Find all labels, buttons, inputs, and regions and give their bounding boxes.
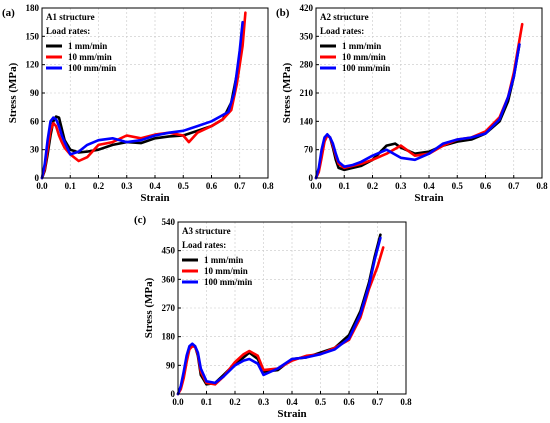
x-axis-title: Strain [277,408,306,420]
y-tick-label: 0 [35,173,40,183]
legend-label: 10 mm/min [342,52,386,62]
y-tick-label: 180 [26,3,40,13]
x-tick-label: 0.5 [178,181,190,191]
legend-label: 10 mm/min [68,52,112,62]
x-tick-label: 0.6 [206,181,218,191]
chart-panel-3: 0.0 0.1 0.2 0.3 0.4 0.5 0.6 0.7 0.8 0 90 180 270 360 4… [134,214,412,420]
structure-title: A2 structure [320,12,369,22]
legend-label: 1 mm/min [342,41,381,51]
y-tick-label: 140 [300,116,314,126]
legend-title: Load rates: [320,26,364,36]
chart-panel-2: 0.0 0.1 0.2 0.3 0.4 0.5 0.6 0.7 0.8 0 70 140 210 280 3… [276,3,548,204]
y-tick-label: 420 [300,3,314,13]
x-tick-label: 0.7 [372,397,384,407]
x-axis-title: Strain [140,192,169,204]
legend-title: Load rates: [46,26,90,36]
x-tick-label: 0.2 [229,397,241,407]
y-tick-label: 150 [26,31,40,41]
legend-label: 100 mm/min [342,63,390,73]
legend-label: 1 mm/min [204,255,243,265]
x-tick-label: 0.0 [36,181,48,191]
y-axis-title: Stress (MPa) [7,62,19,123]
structure-title: A1 structure [46,12,95,22]
x-axis-title: Strain [414,192,443,204]
panel-label: (b) [276,7,290,19]
x-tick-label: 0.5 [315,397,327,407]
y-tick-label: 350 [300,31,314,41]
x-tick-label: 0.3 [121,181,133,191]
x-tick-label: 0.4 [286,397,298,407]
legend-label: 1 mm/min [68,41,107,51]
x-tick-label: 0.1 [65,181,77,191]
legend-label: 100 mm/min [204,277,252,287]
panel-label: (a) [2,7,15,19]
x-tick-label: 0.4 [149,181,161,191]
y-tick-label: 450 [162,246,176,256]
structure-title: A3 structure [182,226,231,236]
x-tick-label: 0.8 [400,397,412,407]
x-tick-label: 0.7 [508,181,520,191]
legend-title: Load rates: [182,240,226,250]
y-tick-label: 210 [300,88,314,98]
x-tick-label: 0.5 [452,181,464,191]
y-tick-label: 120 [26,60,40,70]
y-tick-label: 70 [304,145,314,155]
x-tick-label: 0.2 [367,181,379,191]
series-line-3 [314,43,521,180]
y-axis-title: Stress (MPa) [281,62,293,123]
x-tick-label: 0.6 [480,181,492,191]
plot-frame [177,221,407,395]
y-tick-label: 60 [30,116,40,126]
series-line-3 [40,20,244,180]
y-tick-label: 280 [300,60,314,70]
y-tick-label: 30 [30,145,40,155]
chart-panel-1: 0.0 0.1 0.2 0.3 0.4 0.5 0.6 0.7 0.8 0 30 60 90 120 150… [2,3,274,204]
series-line-3 [176,236,382,396]
x-tick-label: 0.1 [201,397,213,407]
x-tick-label: 0.3 [395,181,407,191]
legend-label: 100 mm/min [68,63,116,73]
y-tick-label: 540 [162,217,176,227]
plot-frame [315,7,543,179]
series-line-2 [40,11,247,180]
y-tick-label: 0 [171,389,176,399]
panel-label: (c) [134,214,147,226]
x-tick-label: 0.4 [423,181,435,191]
legend-label: 10 mm/min [204,266,248,276]
x-tick-label: 0.3 [258,397,270,407]
x-tick-label: 0.6 [343,397,355,407]
x-tick-label: 0.7 [234,181,246,191]
x-tick-label: 0.0 [310,181,322,191]
x-tick-label: 0.0 [172,397,184,407]
y-tick-label: 270 [162,303,176,313]
x-tick-label: 0.1 [339,181,351,191]
plot-frame [41,7,269,179]
y-tick-label: 90 [166,360,176,370]
x-tick-label: 0.8 [262,181,274,191]
x-tick-label: 0.2 [93,181,105,191]
x-tick-label: 0.8 [536,181,548,191]
y-tick-label: 360 [162,274,176,284]
y-tick-label: 180 [162,332,176,342]
y-axis-title: Stress (MPa) [143,277,155,338]
y-tick-label: 0 [309,173,314,183]
y-tick-label: 90 [30,88,40,98]
